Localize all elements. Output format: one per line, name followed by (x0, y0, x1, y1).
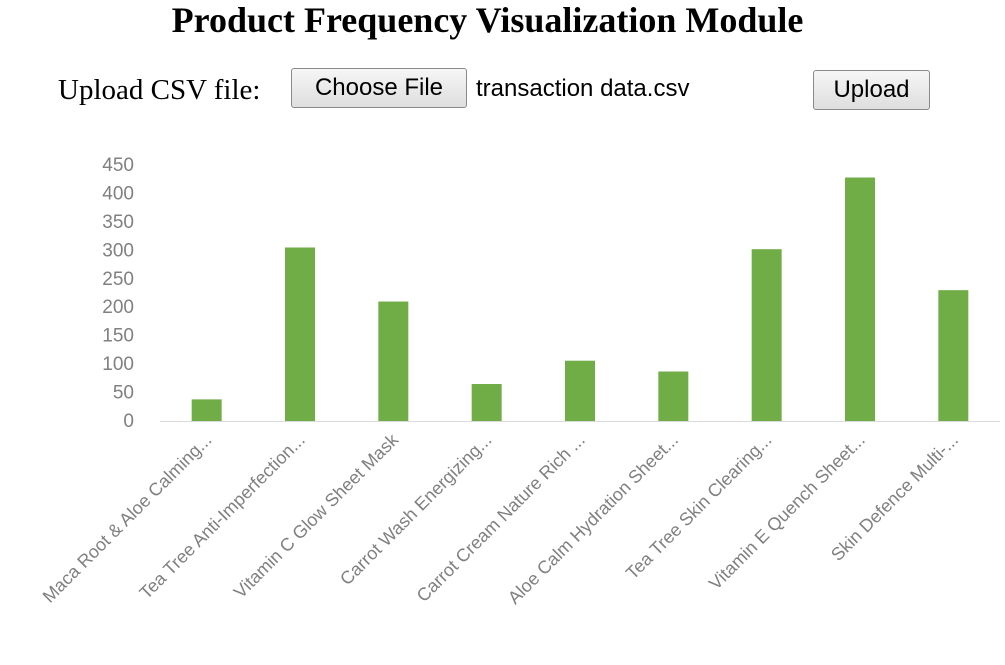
y-tick-label: 200 (102, 297, 134, 318)
x-tick-label: Tea Tree Anti-Imperfection... (136, 430, 309, 603)
y-tick-label: 300 (102, 240, 134, 261)
upload-label: Upload CSV file: (58, 74, 261, 106)
bar (751, 249, 782, 421)
bar (471, 384, 502, 421)
bar (845, 177, 875, 421)
x-tick-label: Carrot Cream Nature Rich ... (413, 430, 589, 606)
page-title: Product Frequency Visualization Module (171, 0, 804, 40)
y-tick-label: 250 (102, 269, 134, 290)
selected-file-name: transaction data.csv (476, 75, 690, 102)
y-tick-label: 450 (102, 155, 134, 176)
bar (191, 399, 222, 421)
y-tick-label: 50 (113, 383, 134, 404)
x-tick-label: Aloe Calm Hydration Sheet... (504, 430, 682, 608)
y-tick-label: 150 (102, 326, 134, 347)
bar (938, 290, 969, 421)
upload-button[interactable]: Upload (813, 70, 930, 110)
y-tick-label: 0 (123, 411, 134, 432)
bar (565, 360, 595, 421)
x-tick-label: Carrot Wash Energizing... (336, 430, 495, 589)
y-tick-label: 350 (102, 212, 134, 233)
x-tick-label: Maca Root & Aloe Calming... (39, 430, 216, 607)
upload-form: Upload CSV file: Choose File transaction… (58, 68, 958, 112)
y-tick-label: 400 (102, 183, 134, 204)
choose-file-button[interactable]: Choose File (291, 68, 467, 108)
x-tick-label: Vitamin E Quench Sheet... (705, 430, 869, 594)
bar (378, 301, 409, 421)
bar (658, 371, 689, 421)
y-tick-label: 100 (102, 354, 134, 375)
bar (285, 247, 315, 421)
x-tick-label: Vitamin C Glow Sheet Mask (230, 429, 403, 602)
product-frequency-chart: 0 50 100 150 200 250 300 350 400 450 Maca Root & A… (39, 155, 1000, 608)
